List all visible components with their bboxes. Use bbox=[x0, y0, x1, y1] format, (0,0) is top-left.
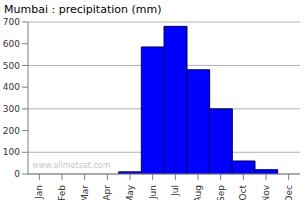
svg-text:May: May bbox=[125, 184, 135, 200]
html-text:www.allmetsat.com: www.allmetsat.com bbox=[32, 161, 111, 170]
svg-text:500: 500 bbox=[8, 61, 20, 71]
svg-text:100: 100 bbox=[8, 147, 20, 157]
svg-text:Aug: Aug bbox=[193, 185, 203, 200]
svg-text:300: 300 bbox=[8, 104, 20, 114]
svg-text:Oct: Oct bbox=[238, 185, 248, 200]
svg-text:Jan: Jan bbox=[34, 185, 44, 200]
svg-text:Mar: Mar bbox=[80, 185, 90, 200]
svg-text:Dec: Dec bbox=[284, 185, 294, 200]
svg-text:Feb: Feb bbox=[57, 185, 67, 200]
svg-text:Nov: Nov bbox=[261, 184, 271, 200]
svg-text:Jun: Jun bbox=[148, 185, 158, 200]
svg-text:Jul: Jul bbox=[170, 185, 180, 197]
svg-text:0: 0 bbox=[14, 169, 20, 179]
html-text:Mumbai : precipitation (mm): Mumbai : precipitation (mm) bbox=[4, 3, 162, 16]
svg-text:600: 600 bbox=[8, 39, 20, 49]
svg-text:400: 400 bbox=[8, 82, 20, 92]
svg-text:200: 200 bbox=[8, 126, 20, 136]
svg-text:700: 700 bbox=[8, 17, 20, 27]
svg-text:Apr: Apr bbox=[102, 185, 112, 200]
svg-text:Sep: Sep bbox=[216, 185, 226, 200]
